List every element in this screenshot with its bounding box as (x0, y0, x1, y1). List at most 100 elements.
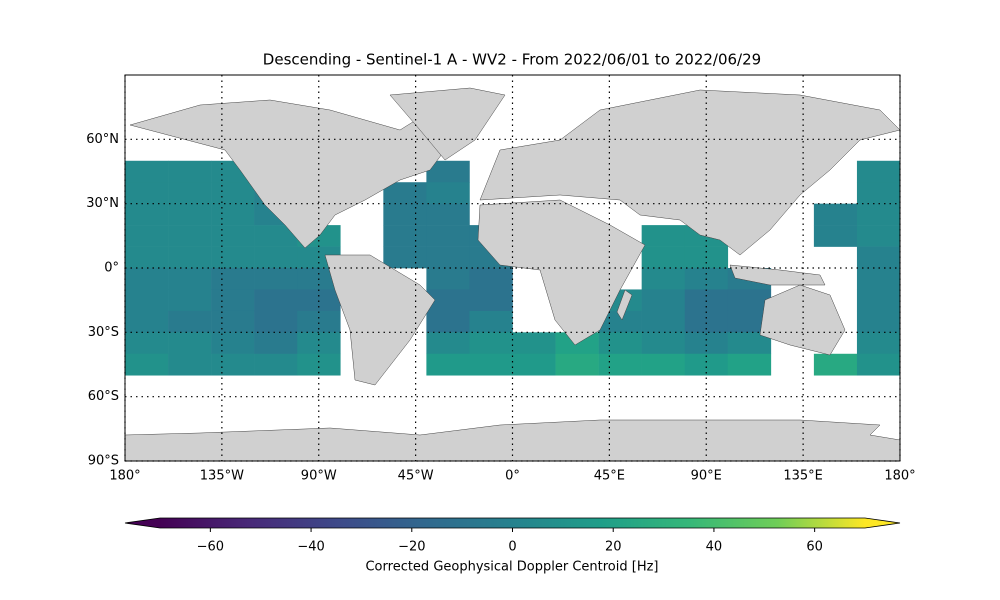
cell (168, 246, 212, 269)
y-tick-label: 90°S (88, 454, 119, 469)
cell (168, 332, 212, 355)
cell (383, 225, 427, 247)
australia (759, 284, 846, 356)
cell (254, 353, 298, 376)
north-america (129, 99, 461, 249)
cell (426, 225, 470, 247)
cell (168, 160, 212, 183)
cell (813, 353, 858, 376)
greenland (389, 87, 506, 161)
cell (684, 289, 729, 312)
cell (512, 353, 556, 376)
y-tick-label: 30°N (86, 196, 119, 211)
heatmap (125, 160, 900, 376)
colorbar-tick-label: 40 (706, 540, 723, 555)
cell (125, 268, 169, 290)
colorbar-extend-max (865, 518, 900, 528)
cell (125, 182, 169, 204)
y-tick-label: 60°N (86, 132, 119, 147)
cell (125, 225, 169, 247)
cell (211, 310, 255, 333)
x-tick-label: 180° (884, 469, 915, 484)
cell (684, 332, 729, 355)
cell (254, 246, 298, 269)
cell (426, 332, 470, 355)
cell (297, 332, 341, 355)
cell (168, 182, 212, 204)
cell (856, 353, 900, 376)
colorbar-tick-label: −20 (398, 540, 425, 555)
cell (211, 182, 255, 204)
cell (555, 353, 599, 376)
cell (426, 160, 470, 183)
cell (469, 310, 513, 333)
cell (168, 225, 212, 247)
cell (297, 310, 341, 333)
cell (254, 310, 298, 333)
antarctica (125, 419, 900, 461)
cell (168, 268, 212, 290)
cell (469, 268, 513, 290)
cell (641, 310, 686, 333)
x-tick-label: 180° (109, 469, 140, 484)
cell (426, 289, 470, 312)
map-frame (124, 74, 901, 462)
cell (125, 246, 169, 269)
cell (254, 289, 298, 312)
africa (477, 199, 646, 346)
cell (727, 310, 772, 333)
cell (254, 332, 298, 355)
cell (168, 203, 212, 226)
cell (727, 332, 772, 355)
x-tick-label: 90°E (691, 469, 722, 484)
x-tick-label: 45°E (594, 469, 625, 484)
colorbar-tick-label: −40 (297, 540, 324, 555)
cell (426, 246, 470, 269)
cell (426, 353, 470, 376)
cell (426, 310, 470, 333)
cell (211, 268, 255, 290)
cell (856, 310, 900, 333)
cell (684, 353, 729, 376)
colorbar-tick-label: 20 (605, 540, 622, 555)
cell (727, 289, 772, 312)
land (125, 87, 900, 461)
colorbar-tick-label: 0 (508, 540, 516, 555)
x-tick-label: 135°E (783, 469, 823, 484)
cell (211, 225, 255, 247)
colorbar-frame (124, 517, 901, 529)
cell (383, 182, 427, 204)
cell (641, 246, 686, 269)
cell (469, 332, 513, 355)
cell (813, 203, 858, 226)
cell (254, 268, 298, 290)
colorbar-tick-label: −60 (197, 540, 224, 555)
cell (383, 203, 427, 226)
colorbar (160, 518, 865, 528)
y-tick-label: 0° (104, 261, 119, 276)
cell (856, 268, 900, 290)
x-tick-label: 90°W (301, 469, 337, 484)
eurasia (479, 89, 900, 256)
cell (469, 289, 513, 312)
colorbar-tick-label: 60 (806, 540, 823, 555)
indonesia (729, 264, 826, 286)
cell (684, 310, 729, 333)
cell (727, 353, 772, 376)
cell (168, 310, 212, 333)
cell (856, 332, 900, 355)
colorbar-extend-min (125, 518, 160, 528)
cell (168, 289, 212, 312)
cell (125, 310, 169, 333)
cell (125, 203, 169, 226)
cell (856, 160, 900, 183)
x-tick-label: 135°W (200, 469, 244, 484)
x-tick-label: 0° (505, 469, 520, 484)
madagascar (616, 289, 633, 321)
cell (211, 246, 255, 269)
cell (856, 182, 900, 204)
cell (641, 332, 686, 355)
cell (125, 160, 169, 183)
cell (598, 310, 642, 333)
